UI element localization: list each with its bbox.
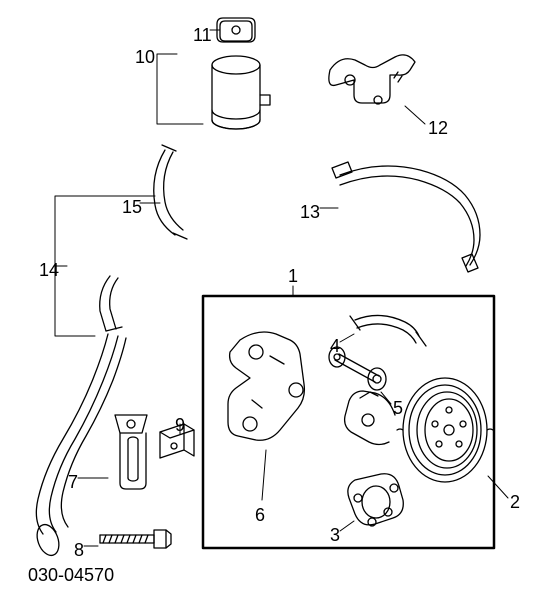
diagram-svg [0, 0, 557, 600]
callout-leaders [55, 30, 508, 546]
part-4-hose [350, 315, 426, 346]
part-6-bracket [228, 332, 304, 440]
diagram-part-number: 030-04570 [28, 565, 114, 586]
part-2-pulley [397, 378, 493, 482]
callout-2: 2 [510, 492, 520, 513]
callout-10: 10 [135, 47, 155, 68]
callout-5: 5 [393, 398, 403, 419]
part-3-flange [348, 474, 403, 526]
callout-9: 9 [175, 415, 185, 436]
part-14-hose-assembly [33, 276, 126, 558]
callout-8: 8 [74, 540, 84, 561]
callout-3: 3 [330, 525, 340, 546]
part-10-reservoir [212, 56, 270, 129]
callout-11: 11 [193, 25, 212, 46]
group-box [203, 296, 494, 548]
callout-1: 1 [288, 266, 298, 287]
part-7-bracket [115, 415, 147, 489]
part-15-hose [154, 145, 187, 239]
callout-12: 12 [428, 118, 448, 139]
exploded-parts-diagram: 1 2 3 4 5 6 7 8 9 10 11 12 13 14 15 030-… [0, 0, 557, 600]
callout-6: 6 [255, 505, 265, 526]
callout-4: 4 [330, 336, 340, 357]
callout-14: 14 [39, 260, 59, 281]
part-8-bolt [100, 530, 171, 548]
part-13-hose [332, 162, 480, 272]
callout-13: 13 [300, 202, 320, 223]
part-12-bracket [329, 55, 415, 104]
callout-7: 7 [68, 472, 78, 493]
callout-15: 15 [122, 197, 142, 218]
